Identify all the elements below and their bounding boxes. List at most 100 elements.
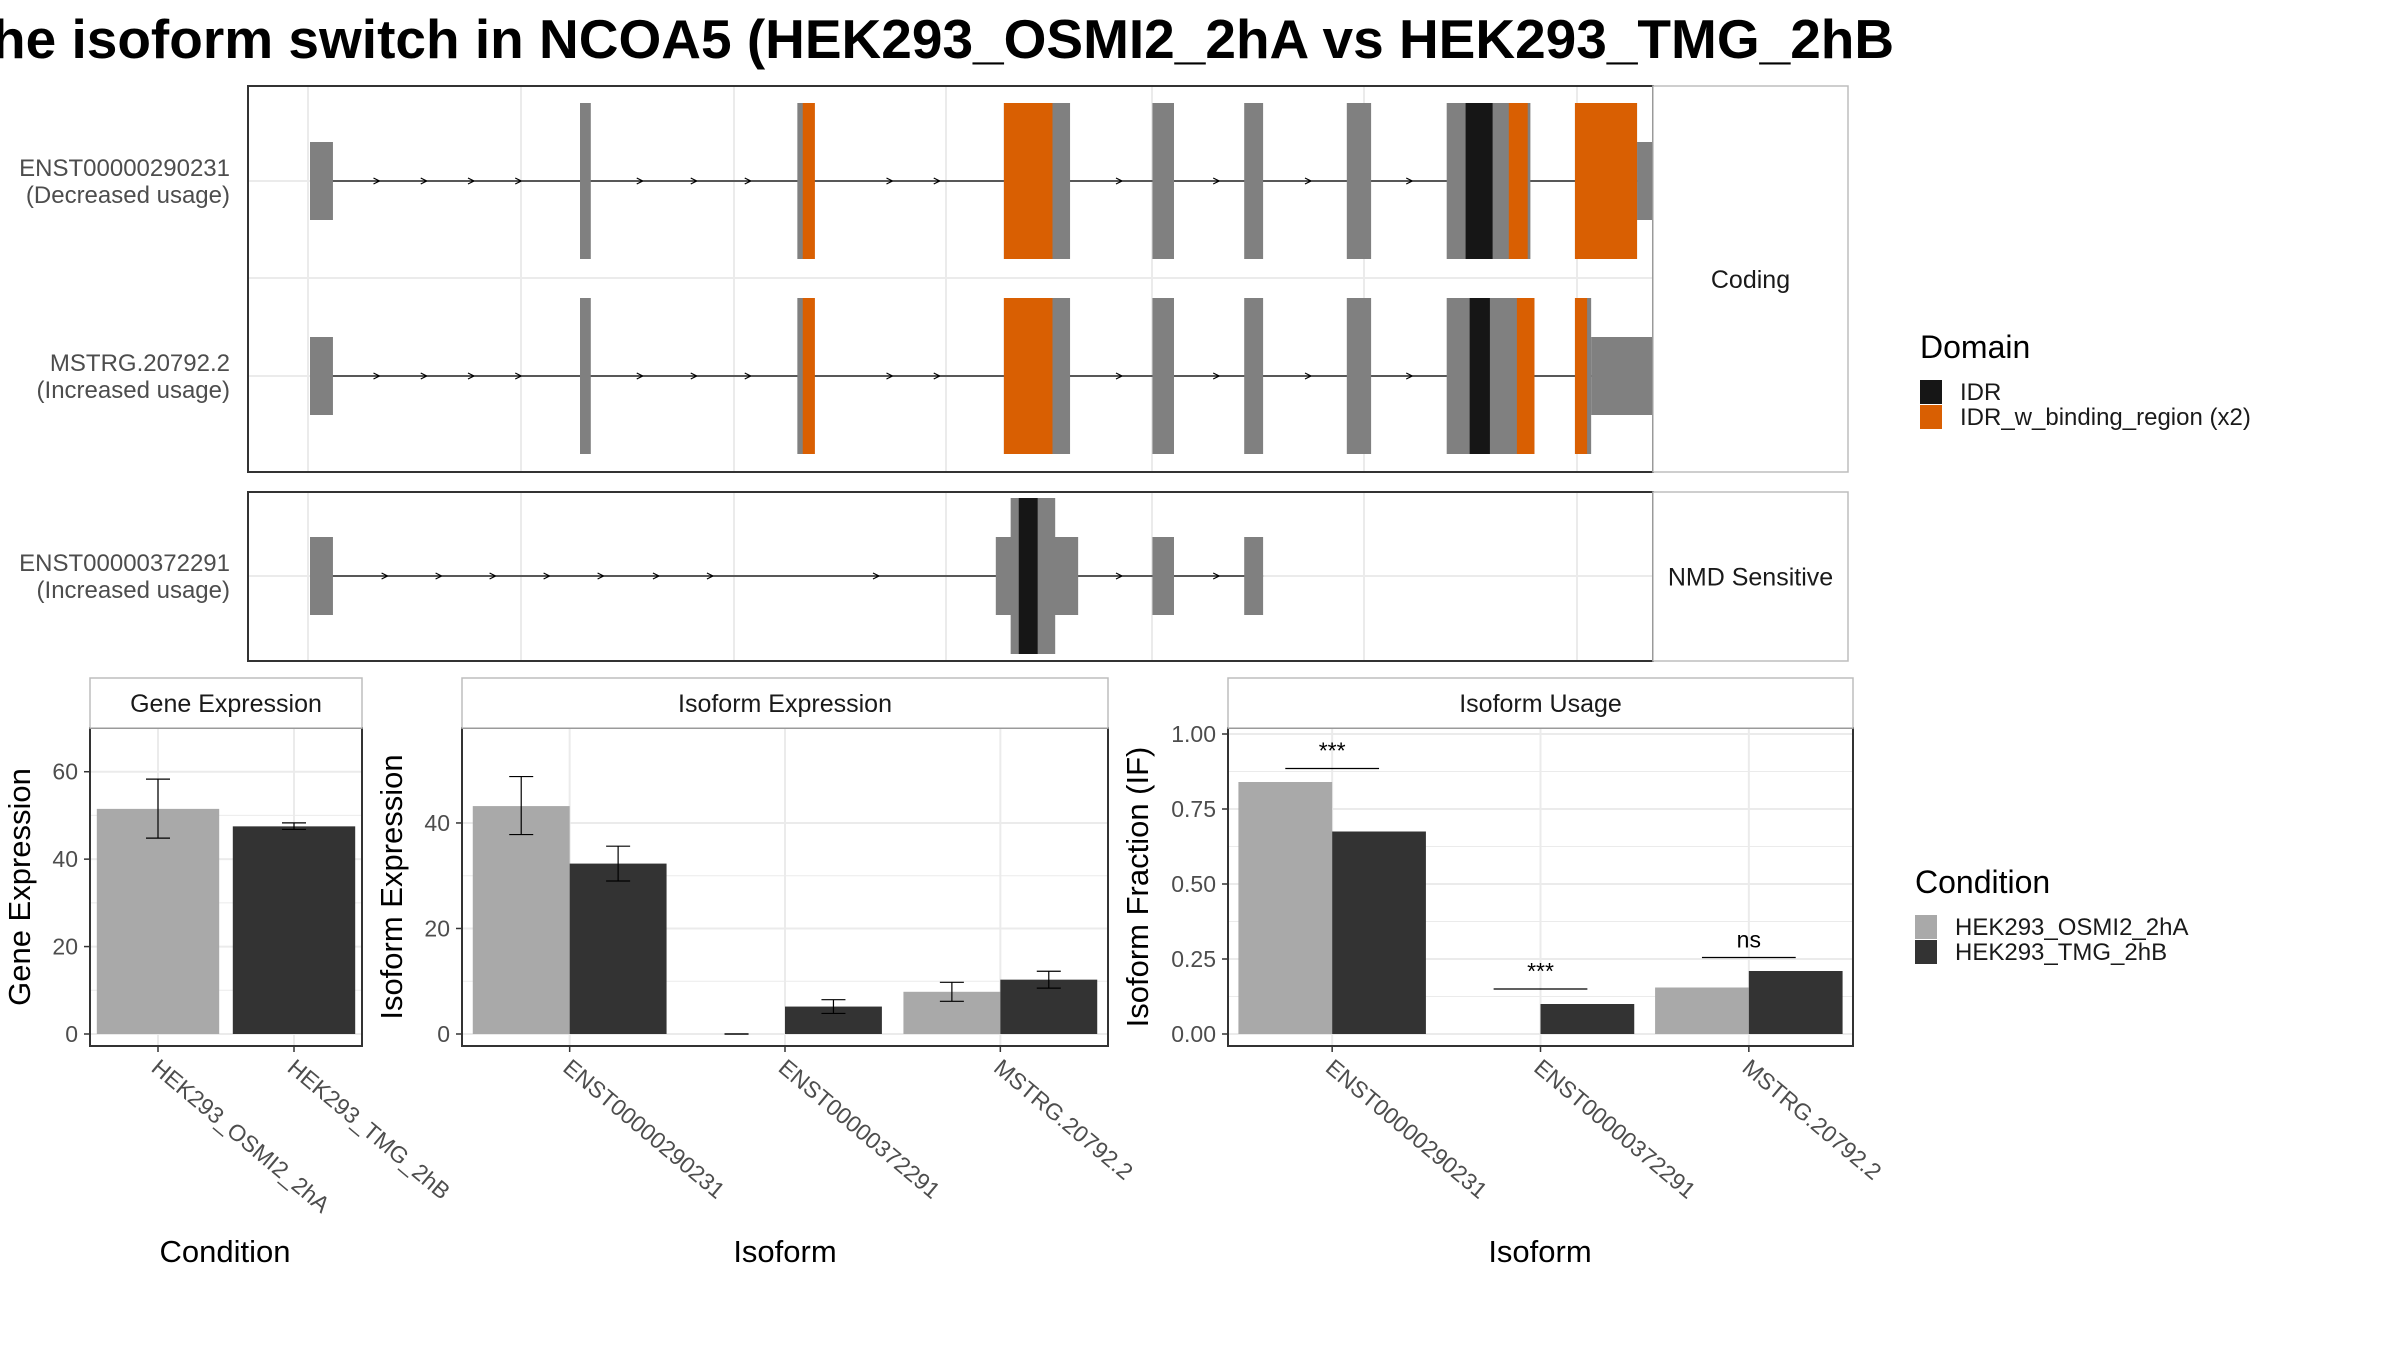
coding-exon [1244, 103, 1264, 259]
transcript-structure: ENST00000290231(Decreased usage) MSTRG.20… [19, 85, 1849, 662]
y-tick-label: 0 [437, 1021, 450, 1047]
x-tick-label: ENST00000290231 [1321, 1054, 1493, 1204]
intron-arrow [420, 177, 429, 185]
intron-arrow [706, 572, 715, 580]
legend-key [1915, 940, 1937, 964]
domain-idr_binding [1003, 103, 1053, 259]
intron-arrow [514, 177, 523, 185]
chart-title: Gene Expression [130, 690, 322, 718]
y-tick-label: 0.25 [1171, 946, 1216, 972]
domain-idr_binding [1516, 298, 1535, 454]
intron-arrow [514, 372, 523, 380]
intron-arrow [636, 177, 645, 185]
intron-arrow [435, 572, 443, 580]
significance-label: *** [1527, 958, 1554, 984]
facet-coding: ENST00000290231(Decreased usage) MSTRG.20… [19, 85, 1849, 473]
y-tick-label: 60 [52, 759, 78, 785]
x-tick-label: ENST00000372291 [774, 1054, 946, 1204]
intron-arrow [886, 372, 894, 380]
utr-exon [310, 337, 333, 415]
chart-gene-expression: 0204060HEK293_OSMI2_2hAHEK293_TMG_2hBGen… [2, 677, 455, 1269]
chart-title: Isoform Expression [678, 690, 892, 718]
coding-exon [1152, 103, 1174, 259]
intron-arrow [636, 372, 645, 380]
y-tick-label: 0.00 [1171, 1021, 1216, 1047]
intron-arrow [373, 177, 381, 185]
intron-arrow [1115, 177, 1124, 185]
domain-idr_binding [802, 103, 815, 259]
intron-arrow [1212, 177, 1221, 185]
bar [472, 806, 570, 1034]
bar [96, 808, 220, 1034]
legend-label: IDR [1960, 379, 2001, 406]
intron-arrow [1212, 372, 1221, 380]
intron-arrow [597, 572, 605, 580]
coding-exon [1346, 298, 1372, 454]
intron-arrow [373, 372, 381, 380]
intron-arrow [652, 572, 661, 580]
transcript-usage-label: (Decreased usage) [26, 182, 230, 209]
intron-arrow [467, 177, 476, 185]
significance-label: ns [1737, 927, 1761, 953]
chart-title: Isoform Usage [1459, 690, 1622, 718]
utr-exon [1244, 537, 1264, 615]
legend-key [1920, 405, 1942, 429]
legend-title: Condition [1915, 864, 2050, 900]
intron-arrow [1212, 572, 1221, 580]
legend-key [1920, 380, 1942, 404]
bar [232, 826, 356, 1034]
transcript-name-label: MSTRG.20792.2 [50, 350, 230, 377]
intron-arrow [933, 372, 942, 380]
bar [1655, 987, 1749, 1034]
chart-strip [461, 677, 1109, 729]
y-tick-label: 0.75 [1171, 796, 1216, 822]
bar [1748, 971, 1843, 1034]
transcript-usage-label: (Increased usage) [37, 377, 230, 404]
intron-arrow [1115, 572, 1124, 580]
coding-exon [1244, 298, 1264, 454]
intron-arrow [744, 372, 753, 380]
x-tick-label: ENST00000372291 [1529, 1054, 1701, 1204]
x-axis-label: Isoform [1488, 1234, 1591, 1269]
significance-label: *** [1319, 738, 1346, 764]
chart-isoform-expression: 0 20 40 ENST00000290231 ENST00000372291 MSTRG… [374, 677, 1138, 1269]
intron-arrow [1405, 372, 1414, 380]
transcript-name-label: ENST00000372291 [19, 550, 230, 577]
intron-arrow [467, 372, 476, 380]
transcript-name-label: ENST00000290231 [19, 155, 230, 182]
intron-arrow [420, 372, 429, 380]
y-tick-label: 40 [424, 810, 450, 836]
bar-charts: 0204060HEK293_OSMI2_2hAHEK293_TMG_2hBGen… [2, 677, 1887, 1269]
transcript-mstrg.20792.2: MSTRG.20792.2(Increased usage) [37, 298, 1701, 454]
y-axis-label: Isoform Expression [374, 754, 409, 1019]
bar [1332, 831, 1426, 1034]
domain-idr [1469, 298, 1490, 454]
intron-arrow [886, 177, 894, 185]
chart-strip [1227, 677, 1854, 729]
domain-idr_binding [1574, 298, 1588, 454]
facet-strip [1652, 491, 1849, 662]
facet-strip [1652, 85, 1849, 473]
domain-idr_binding [1003, 298, 1053, 454]
coding-exon [1346, 103, 1372, 259]
facet-nmd-sensitive: ENST00000372291(Increased usage) NMD Sens… [19, 491, 1849, 662]
bar [1000, 979, 1098, 1034]
coding-exon [1152, 298, 1174, 454]
figure-title: he isoform switch in NCOA5 (HEK293_OSMI2… [0, 8, 1894, 70]
domain-idr_binding [1574, 103, 1638, 259]
facet-strip-label: Coding [1711, 266, 1790, 294]
coding-exon [580, 298, 591, 454]
intron-arrow [1304, 177, 1313, 185]
intron-arrow [933, 177, 942, 185]
transcript-enst00000372291: ENST00000372291(Increased usage) [19, 498, 1264, 654]
utr-exon [310, 537, 333, 615]
intron-arrow [872, 572, 881, 580]
chart-strip [89, 677, 363, 729]
y-tick-label: 20 [424, 915, 450, 941]
x-tick-label: MSTRG.20792.2 [1738, 1054, 1887, 1185]
facet-strip-label: NMD Sensitive [1668, 564, 1833, 592]
x-tick-label: ENST00000290231 [558, 1054, 730, 1204]
